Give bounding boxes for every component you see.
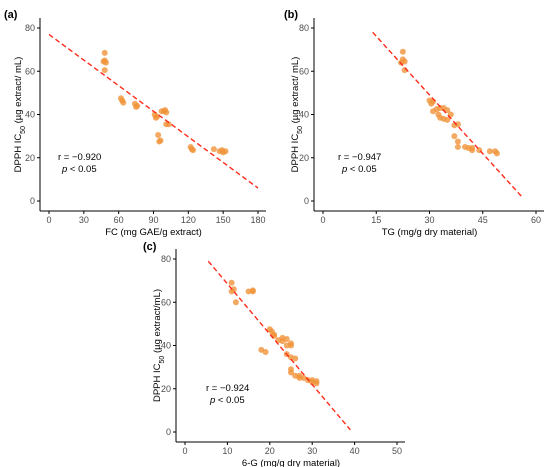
data-point — [486, 148, 493, 155]
data-point — [222, 148, 229, 155]
y-axis-title: DPPH IC50 (µg extract/ mL) — [290, 57, 304, 173]
y-tick-label: 80 — [25, 23, 35, 33]
data-point — [399, 48, 406, 55]
data-point — [120, 99, 127, 106]
p-value-label: p < 0.05 — [209, 395, 245, 406]
correlation-r-label: r = −0.947 — [338, 152, 381, 163]
regression-line — [48, 33, 259, 189]
panel-label: (a) — [4, 9, 18, 21]
data-point — [454, 138, 461, 145]
y-tick-label: 0 — [166, 427, 171, 437]
data-point — [189, 147, 196, 154]
x-tick-label: 40 — [350, 446, 360, 456]
x-tick-label: 120 — [181, 215, 196, 225]
y-axis-title: DPPH IC50 (µg extract/mL) — [152, 289, 166, 402]
x-tick-label: 60 — [114, 215, 124, 225]
data-point — [228, 288, 235, 295]
y-tick-label: 60 — [25, 66, 35, 76]
data-point — [249, 288, 256, 295]
regression-line — [207, 260, 351, 431]
data-point — [283, 336, 290, 343]
x-axis-title: TG (mg/g dry material) — [382, 227, 478, 238]
data-point — [155, 132, 162, 139]
x-tick-label: 150 — [216, 215, 231, 225]
data-point — [296, 374, 303, 381]
y-tick-label: 60 — [299, 66, 309, 76]
panel-label: (b) — [284, 9, 298, 21]
y-tick-label: 20 — [25, 153, 35, 163]
data-point — [101, 67, 108, 74]
y-tick-label: 20 — [161, 384, 171, 394]
chart-panel-2: (b) 0 20 40 60 80 0 15 30 45 60 TG (mg/g dry materi… — [284, 9, 544, 238]
data-point — [262, 348, 269, 355]
p-value-label: p < 0.05 — [61, 164, 97, 175]
data-point — [313, 378, 320, 385]
correlation-r-label: r = −0.924 — [206, 383, 249, 394]
data-point — [163, 109, 170, 116]
data-point — [451, 133, 458, 140]
x-tick-label: 180 — [250, 215, 265, 225]
y-tick-label: 40 — [25, 110, 35, 120]
data-point — [454, 121, 461, 128]
data-point — [134, 102, 141, 109]
data-point — [493, 150, 500, 157]
panel-label: (c) — [143, 241, 157, 253]
x-tick-label: 20 — [265, 446, 275, 456]
x-tick-label: 50 — [392, 446, 402, 456]
x-tick-label: 0 — [320, 215, 325, 225]
data-point — [288, 369, 294, 376]
x-tick-label: 0 — [46, 215, 51, 225]
y-tick-label: 20 — [299, 153, 309, 163]
y-tick-label: 40 — [299, 110, 309, 120]
data-point — [165, 121, 172, 128]
y-axis-title: DPPH IC50 (µg extract/ mL) — [13, 57, 27, 173]
data-point — [101, 49, 108, 56]
data-point — [157, 137, 164, 144]
regression-line — [372, 31, 523, 198]
data-point — [100, 58, 107, 65]
x-tick-label: 60 — [531, 215, 541, 225]
data-point — [454, 143, 461, 150]
p-value-label: p < 0.05 — [341, 164, 377, 175]
data-point — [210, 146, 217, 153]
y-tick-label: 0 — [304, 196, 309, 206]
x-tick-label: 30 — [79, 215, 89, 225]
y-tick-label: 80 — [299, 23, 309, 33]
x-tick-label: 30 — [307, 446, 317, 456]
x-tick-label: 30 — [424, 215, 434, 225]
data-point — [469, 147, 476, 154]
y-tick-label: 80 — [161, 254, 171, 264]
correlation-r-label: r = −0.920 — [58, 152, 101, 163]
x-tick-label: 10 — [222, 446, 232, 456]
data-point — [228, 279, 235, 286]
x-tick-label: 15 — [371, 215, 381, 225]
data-point — [288, 342, 294, 349]
x-tick-label: 0 — [182, 446, 187, 456]
x-axis-title: FC (mg GAE/g extract) — [105, 227, 202, 238]
x-tick-label: 45 — [478, 215, 488, 225]
y-tick-label: 40 — [161, 341, 171, 351]
x-tick-label: 90 — [148, 215, 158, 225]
y-tick-label: 60 — [161, 297, 171, 307]
chart-panel-3: (c) 0 20 40 60 80 0 10 20 30 40 50 6-G (mg/g dry mat… — [143, 241, 405, 467]
data-point — [444, 116, 451, 123]
chart-panel-1: (a) 0 20 40 60 80 0 30 60 90 120 150 180 FC (mg GAE/g… — [4, 9, 266, 238]
x-axis-title: 6-G (mg/g dry material) — [242, 458, 340, 467]
data-point — [232, 299, 239, 306]
data-point — [153, 113, 160, 120]
data-point — [444, 107, 451, 114]
y-tick-label: 0 — [30, 196, 35, 206]
data-point — [292, 355, 299, 362]
